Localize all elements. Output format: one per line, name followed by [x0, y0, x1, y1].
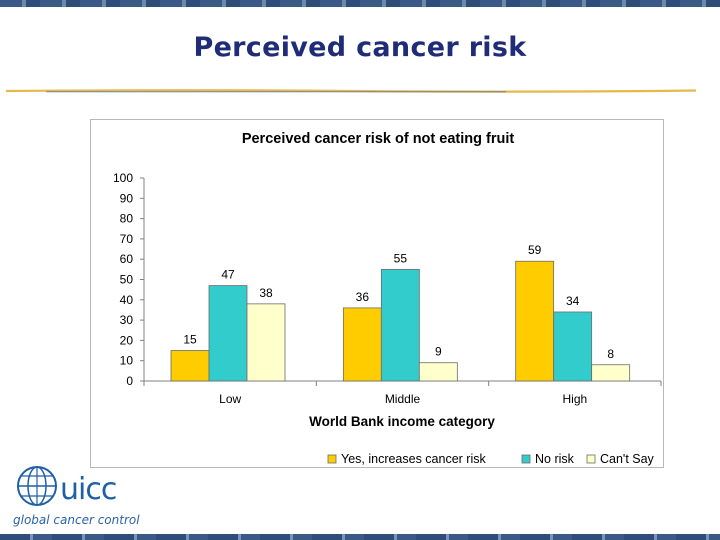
- bar-high-series-3: [591, 364, 631, 382]
- bar-low-series-2: [208, 285, 248, 382]
- y-tick-label: 0: [126, 374, 133, 388]
- y-tick-label: 50: [120, 273, 134, 287]
- y-tick-label: 40: [120, 293, 134, 307]
- legend-swatch: [521, 454, 531, 464]
- bar-middle-series-2: [380, 268, 420, 382]
- chart-frame: [90, 119, 664, 468]
- bar-data-label: 47: [221, 268, 235, 282]
- chart-title: Perceived cancer risk of not eating frui…: [242, 131, 515, 147]
- bar-high-series-1: [515, 260, 555, 382]
- legend-swatch: [586, 454, 596, 464]
- bar-low-series-3: [246, 303, 286, 382]
- bar-data-label: 15: [183, 333, 197, 347]
- bar-data-label: 38: [259, 286, 273, 300]
- x-category-label: Low: [219, 392, 241, 406]
- top-decorative-band: [0, 0, 720, 7]
- bottom-decorative-band: [0, 534, 720, 540]
- y-tick-label: 100: [113, 171, 133, 185]
- legend-label: No risk: [535, 452, 575, 466]
- slide-title: Perceived cancer risk: [193, 32, 527, 63]
- x-axis-title: World Bank income category: [309, 414, 495, 429]
- x-category-label: High: [562, 392, 587, 406]
- y-tick-label: 60: [120, 252, 134, 266]
- y-tick-label: 30: [120, 313, 134, 327]
- bar-data-label: 9: [435, 345, 442, 359]
- legend-label: Yes, increases cancer risk: [341, 452, 486, 466]
- bar-data-label: 34: [566, 294, 580, 308]
- bar-middle-series-1: [342, 307, 382, 382]
- y-tick-label: 80: [120, 212, 134, 226]
- x-category-label: Middle: [385, 392, 421, 406]
- bar-high-series-2: [553, 311, 593, 382]
- bar-low-series-1: [170, 350, 210, 382]
- bar-data-label: 36: [356, 290, 370, 304]
- legend-label: Can't Say: [600, 452, 655, 466]
- title-underline: [6, 89, 696, 93]
- y-tick-label: 90: [120, 191, 134, 205]
- y-tick-label: 10: [120, 354, 134, 368]
- y-tick-label: 70: [120, 232, 134, 246]
- bar-data-label: 8: [607, 347, 614, 361]
- bar-middle-series-3: [418, 362, 458, 382]
- legend-swatch: [327, 454, 337, 464]
- bar-data-label: 55: [394, 251, 408, 265]
- logo-wordmark: uicc: [60, 472, 117, 507]
- y-tick-label: 20: [120, 333, 134, 347]
- bar-data-label: 59: [528, 243, 542, 257]
- uicc-globe-logo-icon: [17, 466, 57, 506]
- logo-tagline: global cancer control: [13, 513, 140, 527]
